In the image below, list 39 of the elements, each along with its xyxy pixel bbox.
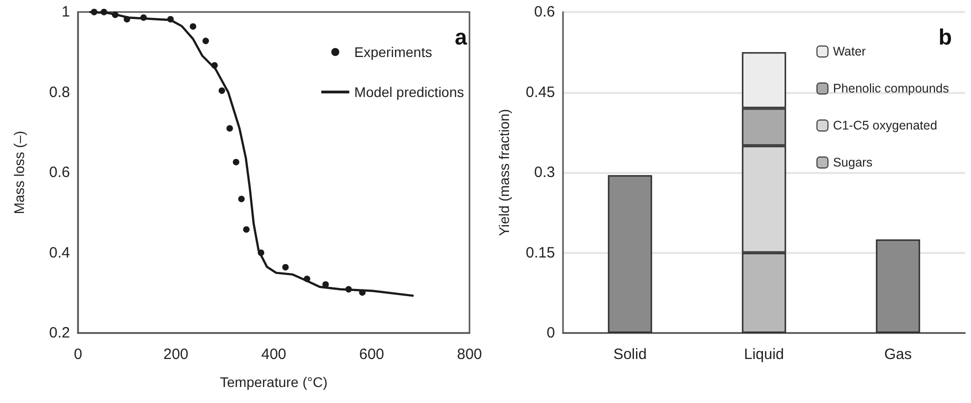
point <box>238 196 245 202</box>
point <box>202 38 209 44</box>
annotation: a <box>454 24 468 50</box>
point <box>218 87 226 94</box>
x-tick-label: Gas <box>884 346 912 363</box>
x-tick-label: 400 <box>261 346 286 363</box>
y-tick-label: 0.15 <box>526 244 555 262</box>
x-tick-label: Liquid <box>744 346 784 363</box>
point <box>226 125 233 132</box>
legend-label: Water <box>832 44 866 58</box>
y-tick-label: 0.6 <box>534 4 555 20</box>
legend-label: Experiments <box>354 44 432 60</box>
point <box>232 158 240 166</box>
legend-label: Sugars <box>832 156 873 170</box>
x-tick-label: 800 <box>456 346 482 363</box>
x-tick-label: 600 <box>359 346 384 363</box>
y-tick-label: 0.2 <box>49 324 70 342</box>
y-axis-title: Yield (mass fraction) <box>496 108 512 236</box>
y-tick-label: 1 <box>62 4 70 20</box>
bar <box>876 239 920 333</box>
point <box>190 23 196 30</box>
x-tick-label: Solid <box>613 346 647 363</box>
y-tick-label: 0.45 <box>526 84 555 101</box>
y-tick-label: 0.4 <box>49 244 70 262</box>
point <box>282 264 289 270</box>
x-tick-label: 200 <box>163 346 188 363</box>
y-tick-label: 0.8 <box>49 84 70 101</box>
annotation: b <box>938 24 952 50</box>
legend-label: Phenolic compounds <box>832 82 949 96</box>
legend-label: C1-C5 oxygenated <box>832 118 938 132</box>
point <box>243 226 250 233</box>
x-tick-label: 0 <box>74 346 82 363</box>
legend-label: Model predictions <box>354 84 464 100</box>
y-tick-label: 0.6 <box>49 164 70 181</box>
y-tick-label: 0 <box>546 324 555 342</box>
bar <box>608 175 652 333</box>
y-tick-label: 0.3 <box>534 164 555 181</box>
x-axis-title: Temperature (°C) <box>220 374 328 390</box>
y-axis-title: Mass loss (–) <box>11 130 27 214</box>
